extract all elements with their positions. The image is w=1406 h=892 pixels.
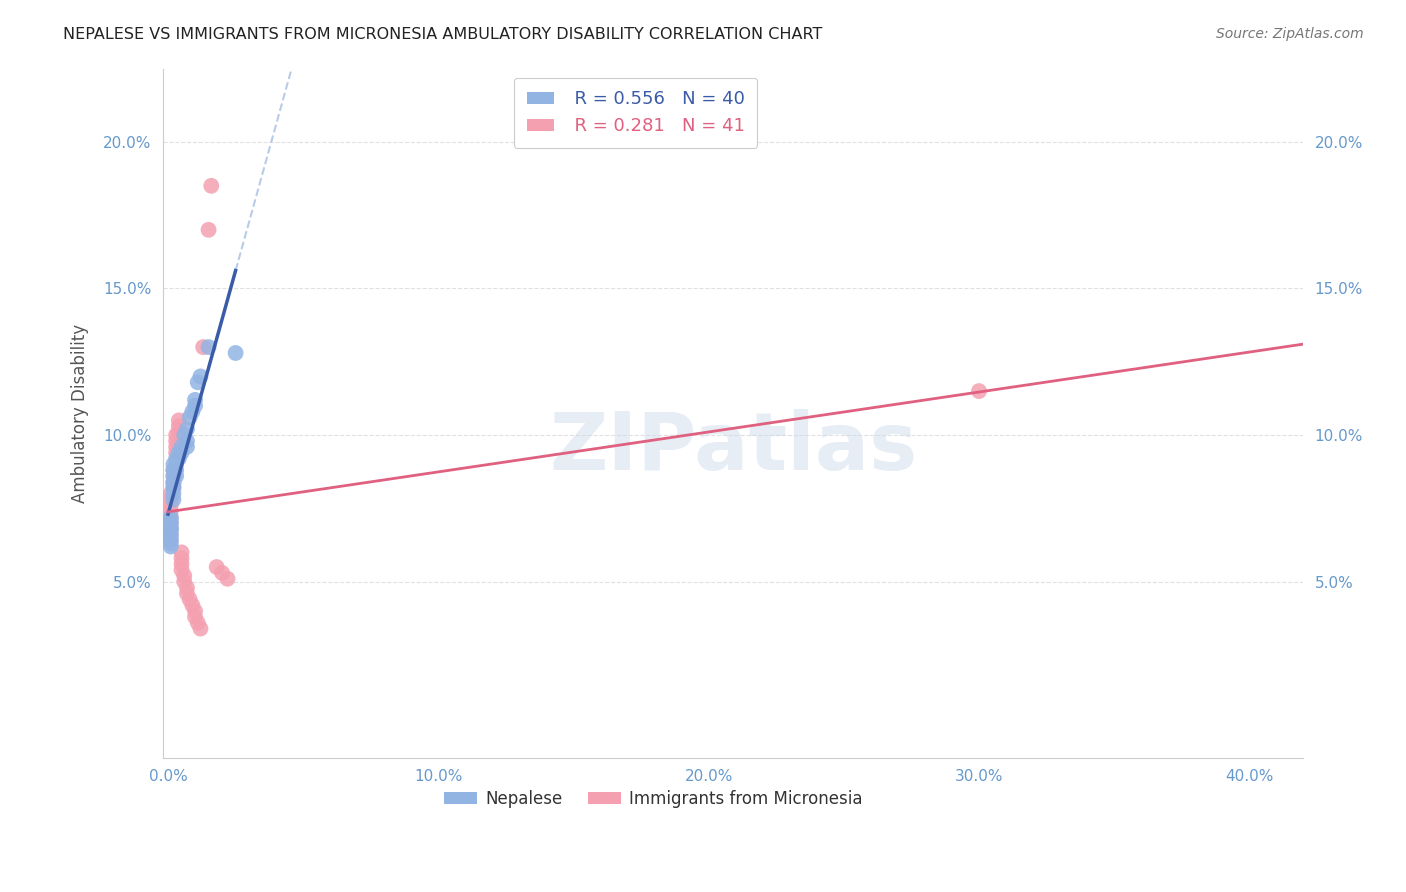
Point	[173, 569, 195, 583]
Point	[167, 445, 190, 459]
Point	[162, 469, 184, 483]
Point	[159, 516, 181, 530]
Point	[159, 528, 181, 542]
Point	[159, 524, 181, 539]
Point	[167, 425, 190, 439]
Point	[173, 574, 195, 589]
Point	[170, 551, 193, 566]
Point	[184, 604, 207, 618]
Point	[184, 399, 207, 413]
Point	[170, 545, 193, 559]
Point	[184, 610, 207, 624]
Point	[165, 428, 187, 442]
Point	[165, 458, 187, 472]
Point	[159, 522, 181, 536]
Point	[191, 340, 214, 354]
Text: NEPALESE VS IMMIGRANTS FROM MICRONESIA AMBULATORY DISABILITY CORRELATION CHART: NEPALESE VS IMMIGRANTS FROM MICRONESIA A…	[63, 27, 823, 42]
Y-axis label: Ambulatory Disability: Ambulatory Disability	[72, 324, 89, 503]
Point	[162, 481, 184, 495]
Point	[176, 581, 198, 595]
Point	[162, 492, 184, 507]
Point	[159, 510, 181, 524]
Point	[165, 434, 187, 448]
Point	[197, 223, 219, 237]
Point	[170, 557, 193, 571]
Point	[176, 422, 198, 436]
Point	[187, 615, 209, 630]
Point	[190, 369, 212, 384]
Point	[159, 504, 181, 518]
Point	[159, 499, 181, 513]
Point	[162, 481, 184, 495]
Point	[159, 492, 181, 507]
Point	[179, 410, 201, 425]
Point	[176, 440, 198, 454]
Point	[187, 376, 209, 390]
Point	[165, 463, 187, 477]
Point	[165, 451, 187, 466]
Point	[173, 428, 195, 442]
Text: ZIPatlas: ZIPatlas	[548, 409, 917, 486]
Point	[176, 434, 198, 448]
Point	[200, 178, 222, 193]
Point	[170, 445, 193, 459]
Point	[181, 598, 204, 612]
Point	[162, 475, 184, 489]
Point	[162, 463, 184, 477]
Point	[159, 522, 181, 536]
Point	[205, 560, 228, 574]
Point	[159, 519, 181, 533]
Point	[170, 563, 193, 577]
Point	[159, 540, 181, 554]
Point	[162, 463, 184, 477]
Point	[159, 533, 181, 548]
Point	[165, 445, 187, 459]
Point	[217, 572, 239, 586]
Point	[967, 384, 990, 398]
Point	[159, 536, 181, 550]
Point	[225, 346, 247, 360]
Point	[170, 440, 193, 454]
Point	[165, 440, 187, 454]
Point	[197, 340, 219, 354]
Point	[159, 510, 181, 524]
Point	[179, 592, 201, 607]
Point	[159, 522, 181, 536]
Point	[167, 413, 190, 427]
Point	[159, 487, 181, 501]
Point	[184, 392, 207, 407]
Text: Source: ZipAtlas.com: Source: ZipAtlas.com	[1216, 27, 1364, 41]
Point	[162, 475, 184, 489]
Point	[162, 478, 184, 492]
Point	[165, 469, 187, 483]
Point	[190, 622, 212, 636]
Point	[159, 516, 181, 530]
Point	[176, 586, 198, 600]
Point	[159, 528, 181, 542]
Point	[162, 487, 184, 501]
Point	[159, 533, 181, 548]
Point	[159, 531, 181, 545]
Point	[167, 451, 190, 466]
Point	[211, 566, 233, 580]
Point	[159, 513, 181, 527]
Point	[162, 469, 184, 483]
Point	[167, 419, 190, 434]
Point	[162, 458, 184, 472]
Point	[181, 404, 204, 418]
Legend: Nepalese, Immigrants from Micronesia: Nepalese, Immigrants from Micronesia	[437, 783, 869, 814]
